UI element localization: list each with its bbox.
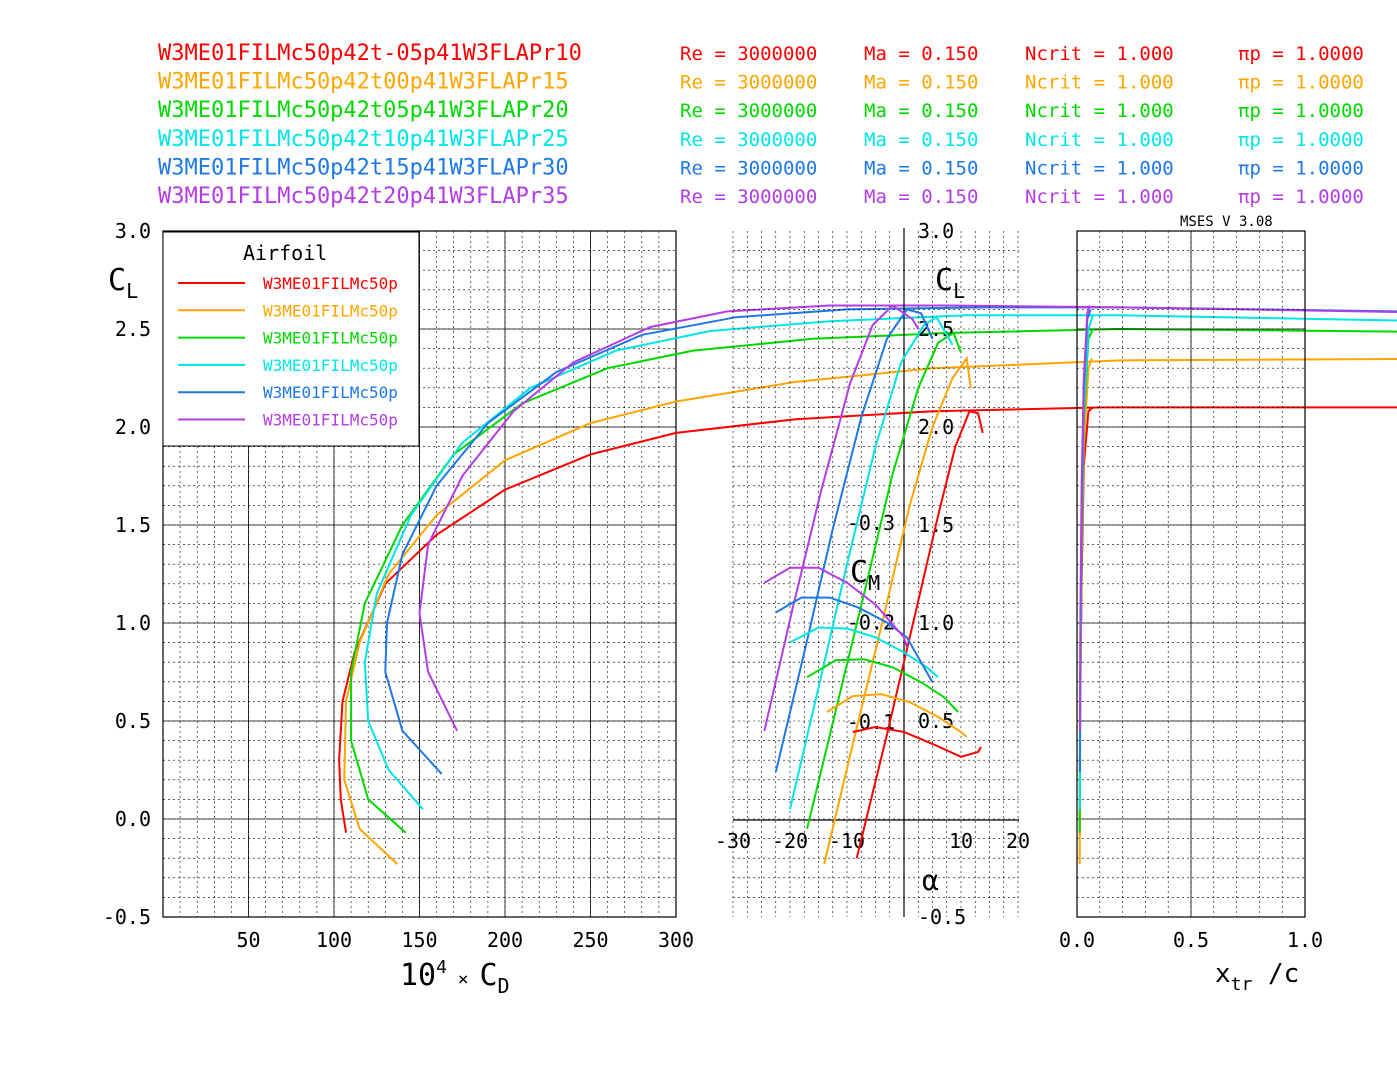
case-name: W3ME01FILMc50p42t20p41W3FLAPr35 (158, 184, 569, 209)
cl-tick-label: -0.5 (918, 905, 966, 929)
case-ma: Ma = 0.150 (864, 157, 978, 179)
plot-frame (1076, 230, 1306, 918)
cl-tick-label: 1.0 (918, 611, 954, 635)
case-header: W3ME01FILMc50p42t-05p41W3FLAPr10 Re = 300… (158, 41, 1364, 209)
case-pi: πp = 1.0000 (1238, 100, 1364, 122)
xtr-tick-label: 0.5 (1173, 928, 1209, 952)
legend-entry: W3ME01FILMc50p (263, 411, 398, 430)
y-tick-label: 1.5 (115, 513, 151, 537)
case-ma: Ma = 0.150 (864, 100, 978, 122)
alpha-tick-label: 10 (949, 829, 973, 853)
plot-frame (162, 230, 677, 918)
xtr-series-line (1079, 305, 1091, 731)
cd-series-line (384, 306, 1397, 775)
case-pi: πp = 1.0000 (1238, 72, 1364, 94)
legend-title: Airfoil (243, 241, 327, 265)
y-tick-label: 0.5 (115, 709, 151, 733)
cl-tick-label: 3.0 (918, 219, 954, 243)
case-re: Re = 3000000 (680, 157, 817, 179)
case-ma: Ma = 0.150 (864, 129, 978, 151)
y-axis-label: CL (108, 263, 138, 303)
cm-alpha-series-line (775, 596, 934, 683)
cm-alpha-series-line (806, 658, 959, 713)
x-tick-label: 200 (487, 928, 523, 952)
xtr-axis-label: xtr /c (1215, 959, 1299, 995)
legend-entry: W3ME01FILMc50p (263, 329, 398, 348)
cm-alpha-series-line (789, 626, 939, 678)
case-pi: πp = 1.0000 (1238, 157, 1364, 179)
case-ma: Ma = 0.150 (864, 186, 978, 208)
case-pi: πp = 1.0000 (1238, 186, 1364, 208)
case-ma: Ma = 0.150 (864, 72, 978, 94)
xtr-tick-label: 1.0 (1287, 928, 1323, 952)
case-ncrit: Ncrit = 1.000 (1025, 72, 1174, 94)
x-tick-label: 100 (316, 928, 352, 952)
x-tick-label: 50 (236, 928, 260, 952)
x-axis-label: 104 × CD (400, 957, 510, 998)
cl-tick-label: 0.5 (918, 709, 954, 733)
legend-entry: W3ME01FILMc50p (263, 383, 398, 402)
alpha-tick-label: -20 (772, 829, 808, 853)
x-tick-label: 300 (658, 928, 694, 952)
legend-entry: W3ME01FILMc50p (263, 301, 398, 320)
case-ncrit: Ncrit = 1.000 (1025, 43, 1174, 65)
case-re: Re = 3000000 (680, 129, 817, 151)
case-re: Re = 3000000 (680, 186, 817, 208)
legend-box (162, 231, 420, 447)
y-tick-label: 2.0 (115, 415, 151, 439)
case-pi: πp = 1.0000 (1238, 43, 1364, 65)
case-ncrit: Ncrit = 1.000 (1025, 186, 1174, 208)
alpha-tick-label: 20 (1006, 829, 1030, 853)
y-tick-label: 0.0 (115, 807, 151, 831)
y-tick-label: 2.5 (115, 317, 151, 341)
case-re: Re = 3000000 (680, 72, 817, 94)
airfoil-legend: Airfoil W3ME01FILMc50p W3ME01FILMc50p W3ME… (162, 231, 420, 447)
cl-alpha-series-line (855, 410, 984, 859)
version-label: MSES V 3.08 (1180, 214, 1273, 230)
cl-vs-cd-panel: -0.5 0.0 0.5 1.0 1.5 2.0 2.5 3.0 50 100 150 200 250 3… (103, 219, 1397, 998)
case-re: Re = 3000000 (680, 100, 817, 122)
xtr-tick-label: 0.0 (1059, 928, 1095, 952)
cm-alpha-series-line (852, 725, 982, 758)
cl-vs-xtr-panel: 0.0 0.5 1.0 xtr /c (1059, 230, 1323, 995)
legend-entry: W3ME01FILMc50p (263, 356, 398, 375)
case-name: W3ME01FILMc50p42t10p41W3FLAPr25 (158, 127, 569, 152)
cl-alpha-series-line (823, 355, 972, 865)
case-name: W3ME01FILMc50p42t00p41W3FLAPr15 (158, 70, 569, 95)
cd-series-line (418, 304, 1397, 732)
y-tick-label: 3.0 (115, 219, 151, 243)
case-name: W3ME01FILMc50p42t-05p41W3FLAPr10 (158, 41, 582, 66)
cm-alpha-series-line (763, 566, 908, 648)
cm-alpha-series-line (826, 693, 968, 738)
case-ncrit: Ncrit = 1.000 (1025, 100, 1174, 122)
cl-cm-vs-alpha-panel: -30 -20 -10 10 203.02.52.01.51.00.5-0.5CLCMα… (715, 219, 1030, 929)
cd-series-line (350, 327, 1397, 834)
case-name: W3ME01FILMc50p42t05p41W3FLAPr20 (158, 98, 569, 123)
cl-alpha-series-line (806, 331, 962, 830)
case-ncrit: Ncrit = 1.000 (1025, 157, 1174, 179)
x-tick-label: 150 (401, 928, 437, 952)
case-ma: Ma = 0.150 (864, 43, 978, 65)
cd-series-line (343, 358, 1397, 865)
cl-alpha-series-line (763, 304, 920, 732)
y-tick-label: 1.0 (115, 611, 151, 635)
y-tick-label: -0.5 (103, 905, 151, 929)
alpha-axis-label: α (922, 864, 939, 897)
case-pi: πp = 1.0000 (1238, 129, 1364, 151)
legend-entry: W3ME01FILMc50p (263, 274, 398, 293)
cd-series-line (363, 314, 1397, 810)
x-tick-label: 250 (572, 928, 608, 952)
cl-axis-label: CL (935, 263, 965, 303)
case-name: W3ME01FILMc50p42t15p41W3FLAPr30 (158, 155, 569, 180)
alpha-tick-label: -30 (715, 829, 751, 853)
case-re: Re = 3000000 (680, 43, 817, 65)
cd-series-line (338, 406, 1397, 833)
case-ncrit: Ncrit = 1.000 (1025, 129, 1174, 151)
